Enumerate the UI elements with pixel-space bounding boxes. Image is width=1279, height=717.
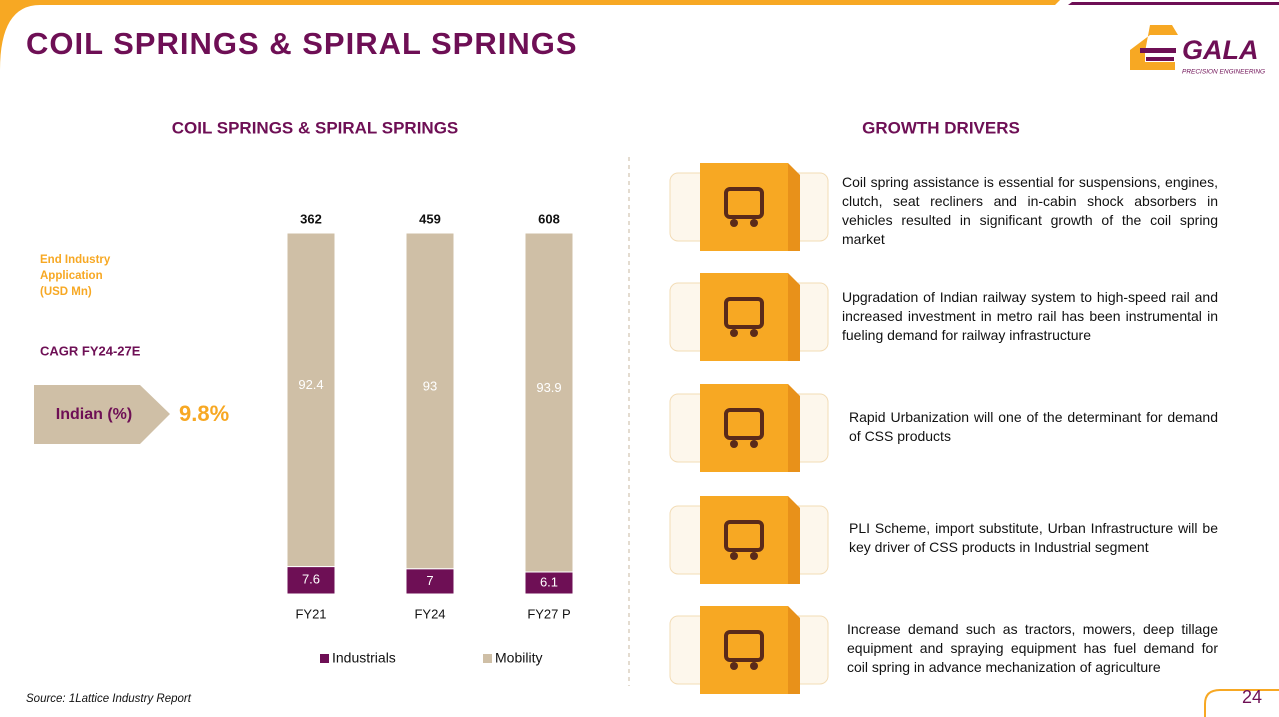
value-label: 7.6 — [302, 572, 320, 587]
icon-glyph — [750, 219, 758, 227]
icon-glyph — [750, 329, 758, 337]
x-tick-label: FY27 P — [527, 606, 570, 621]
value-label: 93 — [423, 378, 437, 393]
icon-glyph — [750, 662, 758, 670]
x-tick-label: FY24 — [414, 606, 445, 621]
icon-glyph — [730, 440, 738, 448]
drivers-title: GROWTH DRIVERS — [862, 118, 1020, 137]
icon-fold — [788, 273, 800, 361]
icon-glyph — [724, 187, 764, 219]
corner-accent — [1204, 689, 1279, 717]
icon-tile — [700, 273, 788, 361]
cagr-label: CAGR FY24-27E — [40, 343, 141, 358]
icon-glyph — [724, 630, 764, 662]
source: Source: 1Lattice Industry Report — [26, 693, 192, 705]
cagr-tag-shape — [34, 385, 170, 444]
driver-text: Coil spring assistance is essential for … — [842, 174, 1218, 247]
icon-glyph — [724, 408, 764, 440]
driver-icons — [669, 163, 829, 694]
driver-text: Upgradation of Indian railway system to … — [842, 289, 1218, 343]
driver-text: PLI Scheme, import substitute, Urban Inf… — [849, 520, 1218, 555]
cagr-value: 9.8% — [179, 401, 229, 426]
legend-swatch — [320, 654, 329, 663]
logo: GALA PRECISION ENGINEERING — [1130, 25, 1265, 76]
icon-tile — [700, 606, 788, 694]
driver-text: Rapid Urbanization will one of the deter… — [849, 409, 1218, 444]
cagr-tag: Indian (%) — [56, 406, 132, 423]
value-label: 7 — [426, 573, 433, 588]
value-label: 6.1 — [540, 574, 558, 589]
total-label: 608 — [538, 211, 560, 226]
page-title: COIL SPRINGS & SPIRAL SPRINGS — [26, 26, 578, 61]
logo-tagline: PRECISION ENGINEERING — [1182, 69, 1265, 76]
icon-glyph — [724, 297, 764, 329]
legend-swatch — [483, 654, 492, 663]
icon-glyph — [730, 552, 738, 560]
icon-fold — [788, 163, 800, 251]
x-tick-label: FY21 — [295, 606, 326, 621]
chart: 7.6 92.4 362 FY21 7 93 459 FY24 6.1 93.9 608 FY27 P… — [286, 211, 574, 666]
icon-glyph — [730, 329, 738, 337]
icon-glyph — [750, 440, 758, 448]
driver-text: Increase demand such as tractors, mowers… — [847, 621, 1218, 675]
icon-fold — [788, 496, 800, 584]
icon-glyph — [724, 520, 764, 552]
y-axis-label: End Industry Application (USD Mn) — [40, 254, 111, 298]
logo-text: GALA — [1182, 35, 1259, 65]
chart-title: COIL SPRINGS & SPIRAL SPRINGS — [172, 118, 459, 137]
icon-tile — [700, 384, 788, 472]
icon-tile — [700, 163, 788, 251]
bar-segment — [286, 566, 336, 595]
icon-fold — [788, 606, 800, 694]
icon-glyph — [750, 552, 758, 560]
total-label: 459 — [419, 211, 441, 226]
bar-segment — [524, 232, 574, 573]
legend-label: Mobility — [495, 650, 542, 666]
total-label: 362 — [300, 211, 322, 226]
bar-segment — [405, 568, 455, 595]
top-accent-2 — [1068, 2, 1279, 5]
icon-glyph — [730, 662, 738, 670]
bar-segment — [286, 232, 336, 568]
value-label: 92.4 — [298, 377, 323, 392]
value-label: 93.9 — [536, 380, 561, 395]
legend-label: Industrials — [332, 650, 396, 666]
icon-glyph — [730, 219, 738, 227]
bar-segment — [405, 232, 455, 570]
icon-fold — [788, 384, 800, 472]
icon-tile — [700, 496, 788, 584]
page-number: 24 — [1242, 687, 1262, 707]
